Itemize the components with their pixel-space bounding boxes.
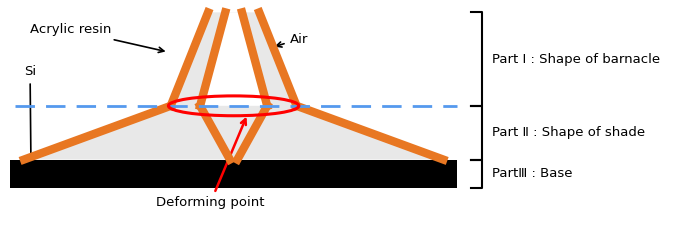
Text: Acrylic resin: Acrylic resin — [30, 24, 164, 52]
Text: PartⅢ : Base: PartⅢ : Base — [492, 167, 573, 180]
Text: Part Ⅰ : Shape of barnacle: Part Ⅰ : Shape of barnacle — [492, 53, 660, 66]
Text: Air: Air — [276, 33, 308, 47]
Polygon shape — [200, 12, 267, 106]
Polygon shape — [24, 12, 443, 160]
Text: Si: Si — [24, 66, 36, 161]
Bar — [10, 160, 457, 188]
Text: Part Ⅱ : Shape of shade: Part Ⅱ : Shape of shade — [492, 126, 645, 139]
Text: Deforming point: Deforming point — [156, 119, 264, 209]
